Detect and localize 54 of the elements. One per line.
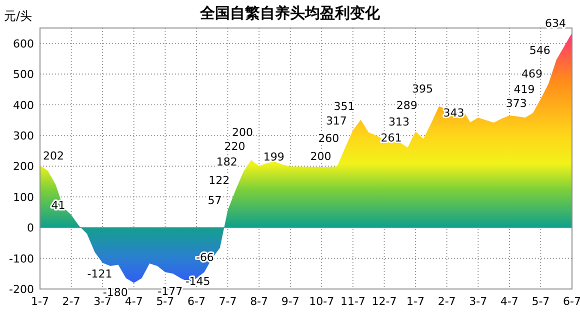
x-tick-label: 9-7 bbox=[281, 295, 300, 308]
data-label: 395 bbox=[412, 82, 433, 96]
x-tick-label: 3-7 bbox=[469, 295, 488, 308]
x-tick-label: 3-7 bbox=[94, 295, 112, 308]
data-label: 200 bbox=[310, 150, 332, 164]
x-tick-label: 6-7 bbox=[187, 295, 206, 308]
data-label: 200 bbox=[232, 126, 254, 140]
data-label: 260 bbox=[318, 132, 340, 145]
y-tick-label: 500 bbox=[13, 68, 34, 82]
data-label: 317 bbox=[326, 114, 347, 128]
data-label: 202 bbox=[43, 150, 64, 163]
x-tick-label: 5-7 bbox=[156, 295, 174, 308]
x-tick-label: 2-7 bbox=[438, 295, 456, 308]
data-label: 122 bbox=[208, 174, 230, 188]
x-tick-label: 4-7 bbox=[124, 295, 143, 308]
y-tick-label: 400 bbox=[13, 98, 34, 112]
data-label: 546 bbox=[529, 44, 550, 57]
x-tick-label: 12-7 bbox=[372, 295, 397, 308]
x-tick-label: 7-7 bbox=[218, 295, 237, 308]
data-label: -66 bbox=[196, 250, 214, 264]
y-tick-label: 300 bbox=[13, 129, 34, 142]
y-tick-label: 0 bbox=[27, 222, 34, 235]
data-label: -145 bbox=[185, 275, 210, 288]
data-label: 289 bbox=[396, 98, 418, 112]
data-label: 634 bbox=[545, 16, 566, 30]
data-label: -121 bbox=[87, 268, 112, 281]
data-label: 220 bbox=[224, 140, 246, 154]
x-tick-label: 5-7 bbox=[532, 295, 550, 308]
data-label: 351 bbox=[334, 100, 355, 113]
x-tick-label: 1-7 bbox=[406, 295, 425, 308]
chart-title: 全国自繁自养头均盈利变化 bbox=[199, 4, 381, 22]
data-label: 469 bbox=[522, 68, 543, 81]
data-label: 419 bbox=[514, 82, 535, 96]
y-tick-label: 100 bbox=[13, 190, 34, 204]
x-tick-label: 10-7 bbox=[309, 295, 334, 308]
data-label: 261 bbox=[380, 131, 402, 144]
x-tick-label: 4-7 bbox=[500, 295, 518, 308]
y-tick-label: 600 bbox=[13, 37, 34, 50]
x-tick-label: 6-7 bbox=[563, 295, 580, 308]
y-tick-label: 200 bbox=[13, 160, 34, 174]
data-label: 182 bbox=[216, 156, 238, 169]
x-tick-label: 8-7 bbox=[250, 295, 268, 308]
y-axis-title: 元/头 bbox=[4, 9, 32, 23]
data-label: 313 bbox=[388, 115, 410, 128]
data-label: 199 bbox=[263, 150, 284, 164]
data-label: 343 bbox=[443, 106, 464, 120]
y-tick-label: -200 bbox=[9, 283, 34, 296]
x-tick-label: 2-7 bbox=[62, 295, 80, 308]
data-label: -177 bbox=[158, 284, 183, 298]
x-tick-label: 11-7 bbox=[340, 295, 366, 308]
x-tick-label: 1-7 bbox=[31, 295, 49, 308]
data-label: 373 bbox=[506, 97, 527, 110]
y-tick-label: -100 bbox=[9, 252, 34, 266]
data-label: 57 bbox=[208, 194, 222, 208]
